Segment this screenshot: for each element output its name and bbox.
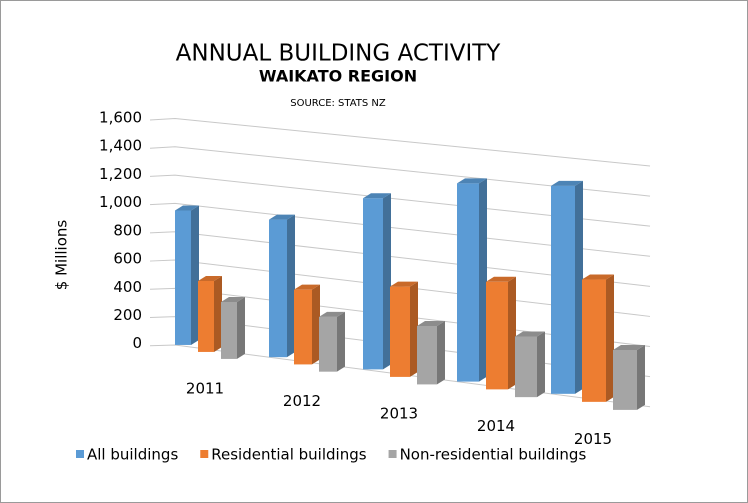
y-tick-label: 1,200 bbox=[99, 165, 142, 183]
bar-front bbox=[221, 301, 237, 359]
legend-swatch bbox=[200, 450, 209, 458]
bar-side bbox=[537, 331, 545, 398]
bar-top bbox=[390, 281, 418, 287]
bar-front bbox=[269, 219, 287, 358]
y-axis-label: $ Millions bbox=[53, 220, 71, 291]
y-tick-label: 800 bbox=[113, 221, 142, 239]
bar-side bbox=[312, 284, 320, 365]
bar-side bbox=[437, 320, 445, 385]
bar bbox=[551, 180, 583, 394]
legend-swatch bbox=[388, 450, 397, 458]
bar-side bbox=[508, 276, 516, 390]
bar-front bbox=[457, 183, 479, 382]
bar-side bbox=[410, 281, 418, 377]
bar-top bbox=[551, 180, 583, 186]
chart-title: ANNUAL BUILDING ACTIVITY bbox=[176, 41, 502, 67]
y-tick-label: 0 bbox=[132, 334, 142, 352]
bar-front bbox=[390, 286, 410, 377]
bar bbox=[198, 275, 222, 352]
bar-side bbox=[637, 344, 645, 410]
bar-top bbox=[515, 331, 545, 337]
bar bbox=[613, 344, 645, 410]
bar bbox=[486, 276, 516, 390]
bar-front bbox=[613, 349, 637, 410]
y-tick-label: 1,400 bbox=[99, 137, 142, 155]
bar-top bbox=[486, 276, 516, 282]
bar-front bbox=[515, 336, 537, 398]
bar-front bbox=[198, 280, 214, 352]
bar-top bbox=[319, 311, 345, 317]
bar bbox=[175, 205, 199, 345]
y-tick-label: 1,600 bbox=[99, 109, 142, 127]
bar-top bbox=[294, 284, 320, 290]
bar-front bbox=[294, 289, 312, 365]
bar bbox=[363, 193, 391, 370]
bar-side bbox=[191, 205, 199, 345]
bar bbox=[294, 284, 320, 365]
legend-label: Residential buildings bbox=[211, 446, 366, 464]
x-tick-label: 2015 bbox=[574, 430, 612, 448]
x-tick-label: 2013 bbox=[380, 405, 418, 423]
bar-top bbox=[198, 275, 222, 281]
bar-side bbox=[383, 193, 391, 370]
grid-line bbox=[149, 174, 651, 227]
bar-top bbox=[457, 178, 487, 184]
grid-line bbox=[149, 202, 651, 257]
bar-side bbox=[237, 296, 245, 359]
legend-label: All buildings bbox=[87, 446, 178, 464]
bar-top bbox=[363, 193, 391, 199]
bar-top bbox=[582, 274, 614, 280]
source-note: SOURCE: STATS NZ bbox=[290, 98, 386, 109]
chart-subtitle: WAIKATO REGION bbox=[259, 67, 417, 86]
grid-line bbox=[149, 117, 651, 167]
bar bbox=[582, 274, 614, 402]
bar bbox=[515, 331, 545, 398]
bar-side bbox=[214, 275, 222, 352]
bar-front bbox=[486, 281, 508, 390]
y-tick-label: 600 bbox=[113, 250, 142, 268]
bar-front bbox=[551, 185, 575, 394]
bar-side bbox=[606, 274, 614, 402]
bar-side bbox=[337, 311, 345, 372]
bar bbox=[221, 296, 245, 359]
y-tick-label: 200 bbox=[113, 306, 142, 324]
bar-top bbox=[269, 214, 295, 220]
y-tick-label: 400 bbox=[113, 278, 142, 296]
bar-top bbox=[221, 296, 245, 302]
bar-side bbox=[575, 180, 583, 394]
bar-top bbox=[613, 344, 645, 350]
bar-front bbox=[417, 325, 437, 385]
bar bbox=[417, 320, 445, 385]
x-tick-label: 2014 bbox=[477, 417, 515, 435]
bar-top bbox=[175, 205, 199, 211]
legend-swatch bbox=[76, 450, 84, 458]
bar-front bbox=[582, 279, 606, 402]
bar bbox=[390, 281, 418, 377]
bar bbox=[319, 311, 345, 372]
x-tick-label: 2011 bbox=[186, 379, 224, 397]
x-tick-label: 2012 bbox=[283, 392, 321, 410]
legend-label: Non-residential buildings bbox=[400, 446, 587, 464]
y-tick-label: 1,000 bbox=[99, 193, 142, 211]
grid-line bbox=[149, 146, 651, 197]
bar bbox=[269, 214, 295, 358]
bar bbox=[457, 178, 487, 382]
bar-side bbox=[479, 178, 487, 382]
bar-front bbox=[363, 198, 383, 370]
bar-side bbox=[287, 214, 295, 358]
bar-front bbox=[319, 316, 337, 372]
bar-front bbox=[175, 210, 191, 345]
bar-top bbox=[417, 320, 445, 326]
